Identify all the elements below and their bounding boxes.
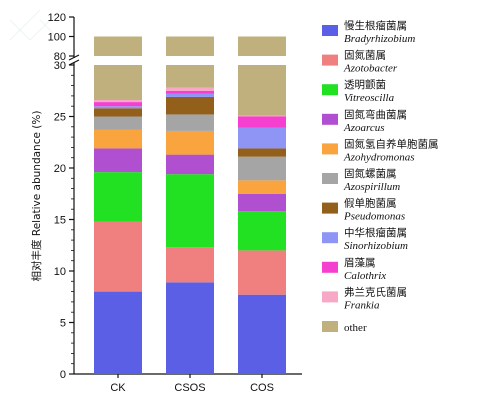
legend-label-latin: Vitreoscilla xyxy=(344,92,395,104)
bar-segment-CK-other xyxy=(94,65,142,101)
legend-label-latin: Bradyrhizobium xyxy=(344,33,415,45)
legend-label-cn: 固氮弯曲菌属 xyxy=(344,108,407,121)
bar-segment-COS-other xyxy=(238,65,286,116)
bar-segment-COS-Calothrix xyxy=(238,116,286,128)
bar-segment-COS-Frankia xyxy=(238,115,286,117)
legend-swatch xyxy=(322,321,338,332)
legend-label-latin: Azoarcus xyxy=(343,122,385,134)
legend-label-cn: 慢生根瘤菌属 xyxy=(344,19,407,32)
axis-break-mark xyxy=(68,59,80,66)
legend-label-cn: 眉藻属 xyxy=(344,256,376,269)
legend-label-cn: 透明颤菌 xyxy=(344,78,386,91)
bar-segment-CSOS-Sinorhizobium xyxy=(166,93,214,97)
legend-label-cn: 弗兰克氏菌属 xyxy=(344,285,407,298)
bar-segment-CK-Azospirillum xyxy=(94,116,142,130)
bar-segment-CSOS-Azospirillum xyxy=(166,114,214,131)
legend-label-cn: 固氮螺菌属 xyxy=(344,167,397,180)
bar-segment-CSOS-Azoarcus xyxy=(166,154,214,175)
y-tick-label: 30 xyxy=(54,60,66,72)
bar-segment-COS-Azospirillum xyxy=(238,156,286,181)
legend-label-cn: 固氮菌属 xyxy=(344,49,386,62)
x-category-label: CSOS xyxy=(174,382,205,394)
legend-label-latin: Azotobacter xyxy=(343,63,398,75)
bar-segment-CSOS-Bradyrhizobium xyxy=(166,282,214,374)
y-tick-label: 15 xyxy=(54,215,66,227)
bar-segment-COS-Azoarcus xyxy=(238,193,286,212)
bar-segment-upper-CSOS-other xyxy=(166,36,214,56)
y-tick-label: 20 xyxy=(54,163,66,175)
bar-segment-COS-Vitreoscilla xyxy=(238,211,286,251)
legend-label-latin: Sinorhizobium xyxy=(344,240,408,252)
legend-swatch xyxy=(322,202,338,214)
bar-segment-COS-Sinorhizobium xyxy=(238,127,286,149)
legend-label-latin: Azospirillum xyxy=(343,181,400,193)
bar-segment-upper-COS-other xyxy=(238,36,286,56)
legend-swatch xyxy=(322,25,338,36)
bar-segment-COS-Bradyrhizobium xyxy=(238,294,286,374)
bar-segment-CK-Frankia xyxy=(94,100,142,103)
axis-break-mark xyxy=(68,54,80,61)
bar-segment-CK-Sinorhizobium xyxy=(94,106,142,109)
bar-segment-upper-CK-other xyxy=(94,36,142,56)
legend-swatch xyxy=(322,113,338,125)
legend-label: other xyxy=(344,322,367,334)
bar-segment-CSOS-Vitreoscilla xyxy=(166,174,214,248)
legend-label-latin: Frankia xyxy=(343,299,380,311)
legend-swatch xyxy=(322,291,338,303)
legend-swatch xyxy=(322,232,338,244)
y-axis-label: 相对丰度 Relative abundance (%) xyxy=(30,111,43,282)
bar-segment-CK-Pseudomonas xyxy=(94,108,142,117)
legend-label-latin: Calothrix xyxy=(344,270,386,282)
bar-segment-CSOS-Calothrix xyxy=(166,90,214,94)
bar-segment-CSOS-Frankia xyxy=(166,87,214,91)
background-pattern xyxy=(9,9,61,41)
legend-label-cn: 固氮氢自养单胞菌属 xyxy=(344,137,439,150)
y-tick-label: 10 xyxy=(54,266,66,278)
legend-item: other xyxy=(322,321,367,334)
legend-label-cn: 中华根瘤菌属 xyxy=(344,226,407,239)
bar-segment-CSOS-other xyxy=(166,65,214,88)
legend-label-cn: 假单胞菌属 xyxy=(344,197,397,210)
legend-swatch xyxy=(322,84,338,96)
bar-segment-COS-Azotobacter xyxy=(238,250,286,295)
legend-swatch xyxy=(322,143,338,155)
legend-swatch xyxy=(322,173,338,184)
bar-segment-CK-Vitreoscilla xyxy=(94,172,142,222)
x-category-label: COS xyxy=(250,382,274,394)
y-tick-label: 0 xyxy=(60,369,66,381)
bar-segment-CSOS-Azotobacter xyxy=(166,247,214,283)
bar-segment-CK-Bradyrhizobium xyxy=(94,291,142,374)
bar-segment-CK-Azohydromonas xyxy=(94,129,142,149)
y-tick-label: 80 xyxy=(54,51,66,63)
legend-swatch xyxy=(322,54,338,66)
bar-segment-COS-Pseudomonas xyxy=(238,148,286,157)
bar-segment-CSOS-Azohydromonas xyxy=(166,130,214,155)
x-category-label: CK xyxy=(110,382,126,394)
y-tick-label: 5 xyxy=(60,318,66,330)
y-tick-label: 100 xyxy=(48,32,66,44)
bar-segment-CK-Azoarcus xyxy=(94,148,142,173)
bar-segment-CK-Azotobacter xyxy=(94,221,142,292)
bar-segment-CSOS-Pseudomonas xyxy=(166,96,214,115)
y-tick-label: 25 xyxy=(54,112,66,124)
legend-label-latin: Azohydromonas xyxy=(343,151,414,163)
y-tick-label: 120 xyxy=(48,12,66,24)
legend-swatch xyxy=(322,261,338,273)
bar-segment-COS-Azohydromonas xyxy=(238,180,286,194)
bar-segment-CK-Calothrix xyxy=(94,102,142,107)
legend-label-latin: Pseudomonas xyxy=(343,211,405,223)
